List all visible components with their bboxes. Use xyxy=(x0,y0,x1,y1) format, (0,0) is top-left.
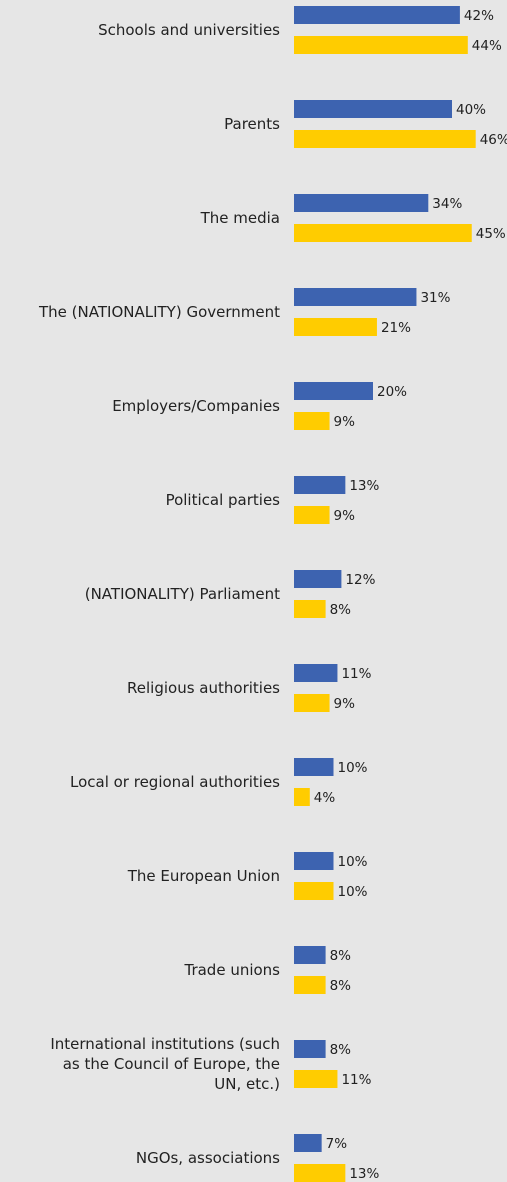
category-label: The (NATIONALITY) Government xyxy=(38,303,280,321)
value-label: 8% xyxy=(330,948,352,964)
category-group: Political parties 13% 9% xyxy=(166,476,380,524)
category-label: Political parties xyxy=(166,491,281,509)
value-label: 20% xyxy=(377,384,407,400)
bar xyxy=(294,664,338,682)
value-label: 44% xyxy=(472,38,502,54)
category-group: Local or regional authorities 10%4% xyxy=(70,758,368,806)
category-label: Schools and universities xyxy=(98,21,280,39)
value-label: 12% xyxy=(345,572,375,588)
category-group: Parents 40% 46% xyxy=(224,100,507,148)
bar xyxy=(294,852,334,870)
bar xyxy=(294,1040,326,1058)
category-group: Schools and universities 42% 44% xyxy=(98,6,502,54)
bar xyxy=(294,946,326,964)
category-label: Religious authorities xyxy=(127,679,280,697)
value-label: 34% xyxy=(432,196,462,212)
category-label: as the Council of Europe, the xyxy=(63,1055,280,1073)
category-group: Employers/Companies 20% 9% xyxy=(112,382,407,430)
bar xyxy=(294,570,342,588)
bar xyxy=(294,1134,322,1152)
bar xyxy=(294,318,377,336)
category-group: The media 34% 45% xyxy=(200,194,506,242)
value-label: 31% xyxy=(420,290,450,306)
category-group: (NATIONALITY) Parliament 12% 8% xyxy=(85,570,376,618)
category-label: The media xyxy=(200,209,280,227)
category-group: Trade unions 8% 8% xyxy=(183,946,351,994)
bar xyxy=(294,600,326,618)
bar xyxy=(294,788,310,806)
bar xyxy=(294,382,373,400)
category-label: UN, etc.) xyxy=(214,1075,280,1093)
category-group: The European Union 10% 10% xyxy=(127,852,368,900)
bar xyxy=(294,6,460,24)
value-label: 8% xyxy=(330,602,352,618)
category-group: International institutions (such as the C… xyxy=(50,1035,371,1093)
value-label: 9% xyxy=(334,696,356,712)
value-label: 10% xyxy=(338,854,368,870)
bar xyxy=(294,506,330,524)
value-label: 11% xyxy=(341,666,371,682)
category-label: Trade unions xyxy=(183,961,280,979)
value-label: 9% xyxy=(334,414,356,430)
bar xyxy=(294,1164,346,1182)
value-label: 10% xyxy=(338,884,368,900)
bar xyxy=(294,288,417,306)
bar xyxy=(294,976,326,994)
value-label: 9% xyxy=(334,508,356,524)
bar xyxy=(294,130,476,148)
bar xyxy=(294,882,334,900)
value-label: 42% xyxy=(464,8,494,24)
bar xyxy=(294,224,472,242)
bar xyxy=(294,36,468,54)
value-label: 4% xyxy=(314,790,336,806)
bar xyxy=(294,758,334,776)
value-label: 21% xyxy=(381,320,411,336)
category-label: Local or regional authorities xyxy=(70,773,280,791)
category-label: Parents xyxy=(224,115,280,133)
value-label: 8% xyxy=(330,1042,352,1058)
category-label: International institutions (such xyxy=(50,1035,280,1053)
category-label: NGOs, associations xyxy=(136,1149,280,1167)
value-label: 40% xyxy=(456,102,486,118)
bar xyxy=(294,476,346,494)
value-label: 45% xyxy=(476,226,506,242)
value-label: 46% xyxy=(480,132,507,148)
value-label: 10% xyxy=(338,760,368,776)
value-label: 7% xyxy=(326,1136,348,1152)
bar xyxy=(294,412,330,430)
value-label: 13% xyxy=(349,1166,379,1182)
category-label: The European Union xyxy=(127,867,280,885)
bar xyxy=(294,1070,338,1088)
category-label: Employers/Companies xyxy=(112,397,280,415)
bar xyxy=(294,100,452,118)
category-group: Religious authorities 11% 9% xyxy=(127,664,372,712)
value-label: 11% xyxy=(341,1072,371,1088)
category-group: NGOs, associations 7%13% xyxy=(136,1134,380,1182)
bar xyxy=(294,694,330,712)
bar xyxy=(294,194,429,212)
category-label: (NATIONALITY) Parliament xyxy=(85,585,280,603)
value-label: 13% xyxy=(349,478,379,494)
value-label: 8% xyxy=(330,978,352,994)
category-group: The (NATIONALITY) Government 31% 21% xyxy=(38,288,451,336)
